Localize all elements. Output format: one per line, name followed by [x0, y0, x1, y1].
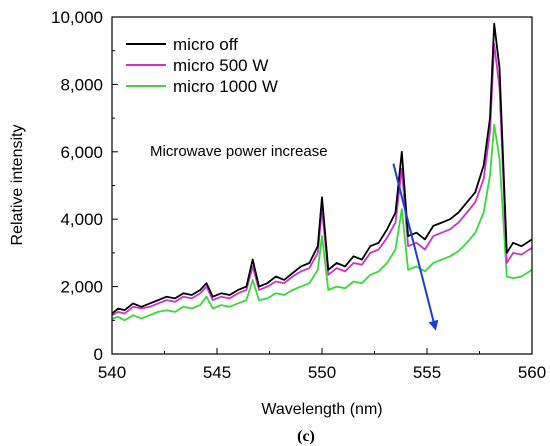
y-tick-label: 4,000 [60, 210, 103, 229]
x-tick-label: 545 [203, 363, 231, 382]
series-layer [111, 22, 533, 322]
annotation-label: Microwave power increase [150, 143, 328, 160]
x-tick-label: 540 [98, 363, 126, 382]
x-tick-label: 550 [308, 363, 336, 382]
x-tick-label: 560 [518, 363, 546, 382]
x-axis-title: Wavelength (nm) [261, 401, 382, 418]
tick-labels: 540 545 550 555 560 0 2,000 4,000 6,000 8,000 10,0… [51, 8, 546, 382]
y-tick-label: 0 [94, 345, 103, 364]
legend: micro off micro 500 W micro 1000 W [126, 35, 278, 96]
x-tick-label: 555 [413, 363, 441, 382]
legend-label-3: micro 1000 W [173, 77, 278, 96]
y-tick-label: 10,000 [51, 8, 103, 27]
annotation-arrow [392, 163, 439, 331]
series-line-2 [111, 43, 533, 316]
y-tick-label: 2,000 [60, 278, 103, 297]
series-line-3 [111, 123, 533, 322]
series-line-1 [111, 22, 533, 315]
y-axis-title: Relative intensity [9, 125, 26, 246]
figure-caption: (c) [297, 428, 315, 445]
y-tick-label: 8,000 [60, 75, 103, 94]
legend-label-2: micro 500 W [173, 56, 268, 75]
ticks-layer [111, 16, 533, 355]
y-tick-label: 6,000 [60, 143, 103, 162]
legend-label-1: micro off [173, 35, 238, 54]
annotation: Microwave power increase [150, 143, 439, 331]
